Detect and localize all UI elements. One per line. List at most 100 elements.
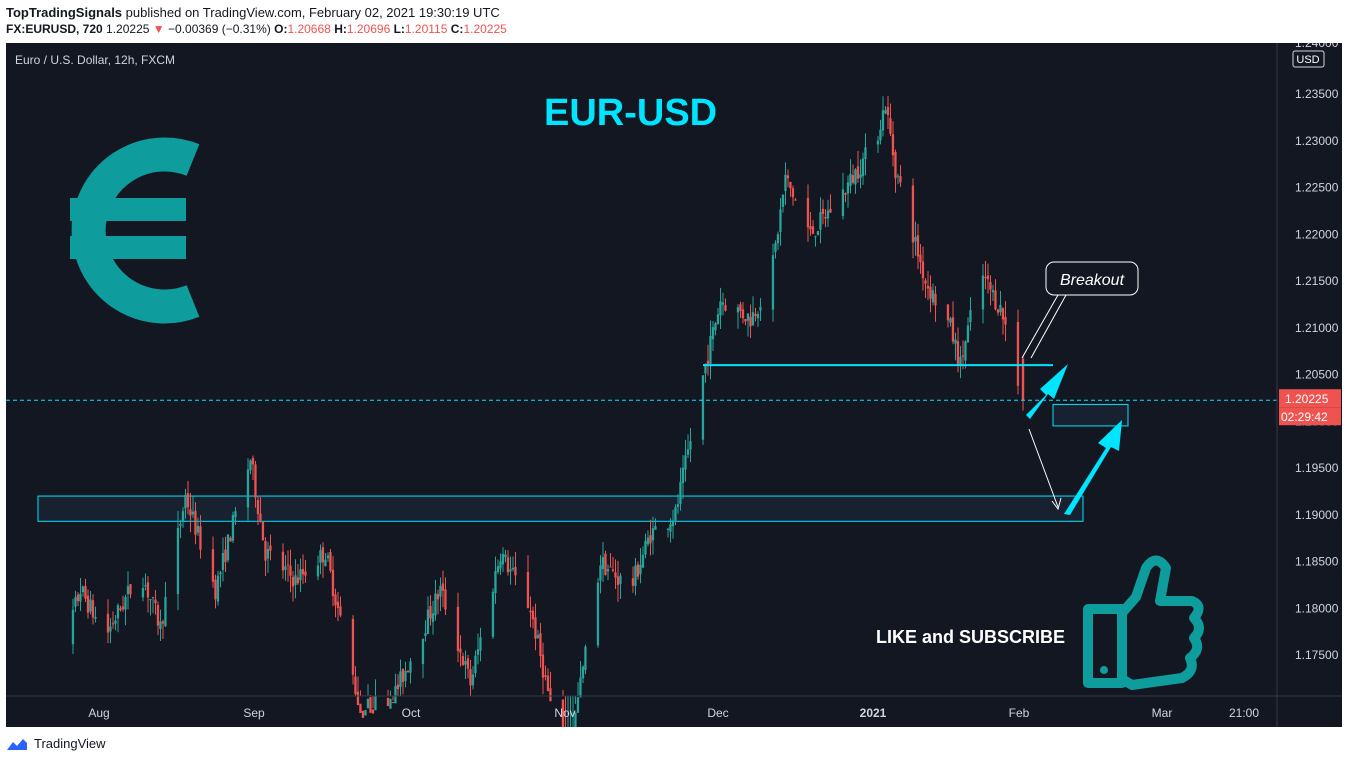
candle bbox=[854, 168, 857, 194]
candle-body bbox=[741, 309, 745, 319]
candle-body bbox=[686, 449, 690, 455]
candle bbox=[404, 661, 407, 688]
cta-text: LIKE and SUBSCRIBE bbox=[876, 627, 1065, 647]
candle bbox=[619, 572, 622, 600]
last-price-tag bbox=[1279, 389, 1341, 408]
candle-body bbox=[231, 514, 235, 541]
candle bbox=[706, 344, 710, 376]
candle bbox=[211, 536, 215, 588]
candle-body bbox=[916, 235, 920, 257]
price-chart[interactable]: 1.23500 1.23000 1.22500 1.22000 1.21500 1.210… bbox=[6, 36, 1342, 763]
candle-body bbox=[321, 547, 325, 563]
candle-body bbox=[891, 134, 895, 156]
candle-body bbox=[856, 166, 860, 179]
candle bbox=[269, 534, 272, 561]
candle-body bbox=[614, 572, 617, 578]
candle bbox=[711, 321, 715, 352]
candle-body bbox=[164, 596, 167, 627]
candle bbox=[424, 620, 427, 642]
candle bbox=[549, 671, 552, 702]
candle bbox=[109, 618, 112, 644]
x-tick-label: Aug bbox=[88, 706, 109, 720]
footer-brand[interactable]: TradingView bbox=[6, 736, 106, 751]
candle-body bbox=[109, 626, 112, 632]
candle-body bbox=[609, 566, 612, 568]
candle-body bbox=[894, 151, 897, 179]
candle bbox=[679, 467, 682, 511]
candle-body bbox=[526, 571, 530, 608]
candle-body bbox=[1021, 358, 1025, 401]
candle bbox=[646, 530, 650, 547]
candle-body bbox=[671, 521, 675, 527]
y-tick-label: 1.19000 bbox=[1295, 508, 1339, 522]
candle bbox=[156, 601, 160, 636]
candle-body bbox=[639, 564, 642, 575]
candle bbox=[214, 574, 217, 609]
candle bbox=[76, 592, 80, 607]
candle bbox=[299, 558, 302, 593]
candle-body bbox=[946, 304, 950, 321]
ohlc-legend: FX:EURUSD, 720 1.20225 ▼ −0.00369 (−0.31… bbox=[6, 22, 507, 36]
candle bbox=[439, 577, 442, 612]
candle-body bbox=[94, 616, 97, 619]
candle bbox=[714, 321, 717, 336]
y-tick-label: 1.17500 bbox=[1295, 648, 1339, 662]
candle bbox=[584, 644, 587, 674]
candle bbox=[966, 317, 970, 343]
candle-body bbox=[436, 593, 440, 600]
candle bbox=[286, 550, 290, 582]
candle-body bbox=[229, 537, 232, 542]
author-name[interactable]: TopTradingSignals bbox=[6, 5, 123, 20]
candle bbox=[816, 230, 820, 236]
candle bbox=[371, 696, 375, 714]
candle-body bbox=[724, 305, 727, 311]
candle bbox=[94, 606, 97, 623]
candle bbox=[141, 577, 145, 602]
candle-body bbox=[159, 621, 162, 629]
candle bbox=[579, 661, 582, 698]
candle bbox=[604, 550, 607, 576]
candle-body bbox=[219, 572, 222, 575]
candle-body bbox=[824, 217, 827, 219]
candle bbox=[396, 674, 400, 696]
chart-panel[interactable]: 1.23500 1.23000 1.22500 1.22000 1.21500 1.210… bbox=[6, 36, 1342, 763]
candle bbox=[149, 599, 152, 616]
candle-body bbox=[616, 576, 620, 585]
candle bbox=[859, 159, 862, 189]
candle bbox=[164, 581, 167, 627]
candle-body bbox=[539, 633, 542, 657]
candle-body bbox=[296, 577, 300, 584]
x-tick-label: 2021 bbox=[860, 706, 887, 720]
candle bbox=[791, 185, 795, 206]
candle bbox=[996, 308, 1000, 316]
candle-body bbox=[736, 307, 740, 313]
candle-body bbox=[499, 561, 502, 569]
candle-body bbox=[466, 658, 470, 669]
candle-body bbox=[299, 569, 302, 581]
candle bbox=[851, 164, 855, 185]
candle bbox=[406, 669, 410, 673]
candle-body bbox=[91, 600, 95, 618]
candle bbox=[639, 548, 642, 584]
candle bbox=[354, 666, 357, 696]
zone-box-0 bbox=[37, 495, 1084, 522]
candle bbox=[959, 346, 962, 379]
candle-body bbox=[531, 610, 535, 620]
candle-body bbox=[399, 671, 402, 687]
candle-body bbox=[876, 140, 880, 145]
close-value: 1.20225 bbox=[463, 22, 507, 36]
candle-body bbox=[494, 571, 497, 594]
candle bbox=[849, 159, 852, 194]
candle bbox=[304, 560, 307, 583]
candle bbox=[294, 559, 297, 599]
candle-body bbox=[326, 555, 330, 559]
candle-body bbox=[124, 596, 127, 610]
candle-body bbox=[144, 585, 147, 587]
candle-body bbox=[501, 554, 505, 565]
candle bbox=[949, 316, 952, 327]
candle bbox=[779, 198, 782, 246]
candle bbox=[921, 246, 925, 291]
candle bbox=[326, 552, 330, 562]
candle bbox=[291, 571, 295, 602]
candle bbox=[476, 633, 480, 665]
